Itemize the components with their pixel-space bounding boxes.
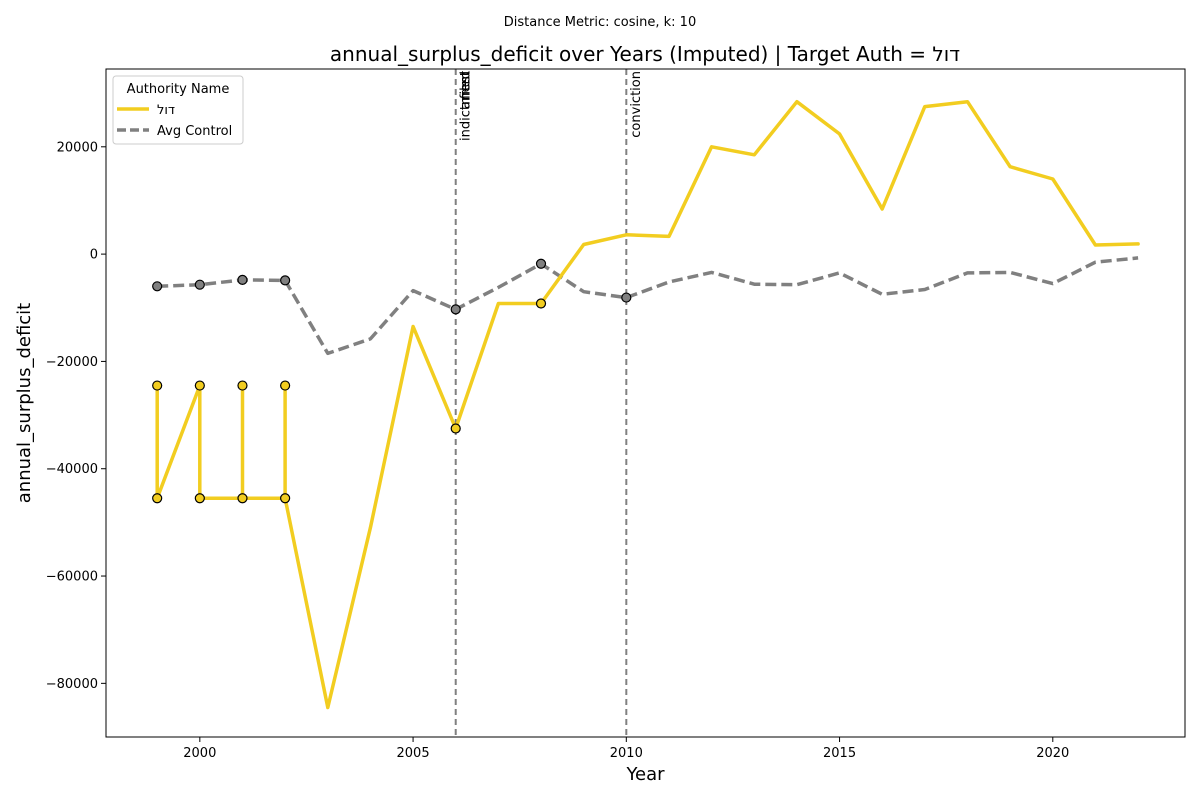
marker-target xyxy=(237,493,248,504)
x-tick-label: 2020 xyxy=(1036,746,1069,761)
marker-target xyxy=(237,380,248,391)
markers-layer xyxy=(152,258,632,504)
y-tick-label: −20000 xyxy=(46,355,98,370)
y-tick-label: −60000 xyxy=(46,570,98,585)
marker-target xyxy=(535,298,547,309)
x-axis-ticks: 2000 2005 2010 2015 2020 xyxy=(183,737,1069,761)
marker-control xyxy=(621,292,632,303)
series-layer xyxy=(155,99,1140,710)
plot-frame xyxy=(105,68,1186,738)
event-label: conviction xyxy=(629,71,644,138)
legend-entry-control: Avg Control xyxy=(157,124,232,139)
event-label: arrest xyxy=(459,71,474,109)
x-axis-label: Year xyxy=(625,764,665,785)
legend-entry-target: דול xyxy=(157,103,175,118)
legend-box xyxy=(112,75,244,145)
marker-target xyxy=(450,423,461,434)
event-label: indictment xyxy=(459,71,474,141)
marker-target xyxy=(152,493,163,504)
x-tick-label: 2005 xyxy=(397,746,430,761)
marker-control xyxy=(450,304,461,315)
marker-target xyxy=(280,493,291,504)
x-tick-label: 2015 xyxy=(823,746,856,761)
y-axis-label: annual_surplus_deficit xyxy=(14,303,35,503)
legend: Authority Name דול Avg Control xyxy=(112,75,244,145)
y-tick-label: 0 xyxy=(90,248,98,263)
x-tick-label: 2010 xyxy=(610,746,643,761)
marker-target xyxy=(280,380,291,391)
event-label: filed xyxy=(459,71,474,99)
chart-title: annual_surplus_deficit over Years (Imput… xyxy=(330,42,960,66)
y-axis-ticks: 20000 0 −20000 −40000 −60000 −80000 xyxy=(46,140,106,692)
series-line-target xyxy=(155,99,1140,710)
y-tick-label: 20000 xyxy=(57,140,98,155)
series-line-control xyxy=(157,256,1139,356)
x-tick-label: 2000 xyxy=(183,746,216,761)
marker-target xyxy=(152,380,163,391)
y-tick-label: −80000 xyxy=(46,677,98,692)
marker-control xyxy=(194,279,205,290)
marker-control xyxy=(152,281,163,292)
chart-suptitle: Distance Metric: cosine, k: 10 xyxy=(504,15,696,30)
y-tick-label: −40000 xyxy=(46,462,98,477)
marker-control xyxy=(535,258,547,269)
marker-target xyxy=(194,493,205,504)
legend-title: Authority Name xyxy=(127,82,230,97)
marker-control xyxy=(237,274,248,285)
marker-control xyxy=(280,275,291,286)
marker-target xyxy=(194,380,205,391)
